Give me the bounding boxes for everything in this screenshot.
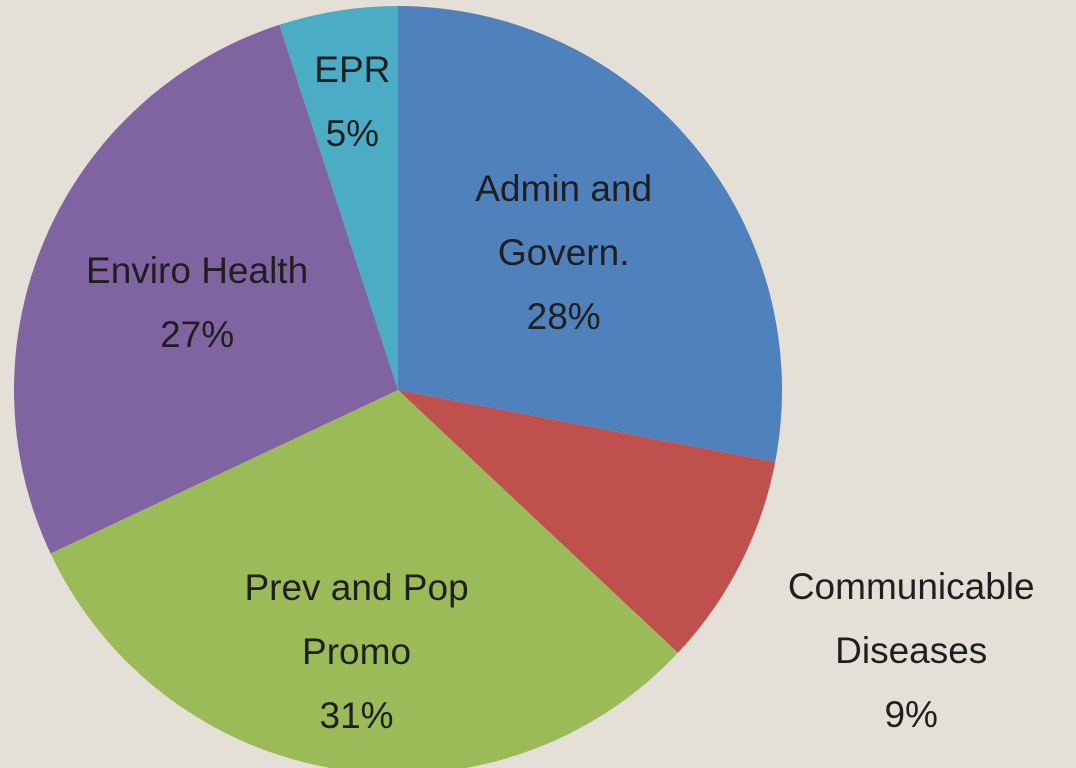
- value-label: 9%: [884, 694, 938, 736]
- slice-label: EPR 5%: [314, 38, 390, 166]
- category-label: EPR: [314, 48, 391, 90]
- pie-slice: [398, 390, 776, 653]
- value-label: 5%: [325, 112, 380, 154]
- value-label: 27%: [160, 314, 235, 356]
- pie-slice: [13, 24, 398, 554]
- category-label: Communicable Diseases: [787, 566, 1035, 672]
- slice-label: Prev and Pop Promo 31%: [244, 556, 468, 748]
- category-label: Enviro Health: [86, 250, 309, 292]
- slice-label: Enviro Health 27%: [86, 239, 308, 367]
- slice-label: Communicable Diseases 9%: [788, 555, 1035, 747]
- pie-slice: [50, 390, 678, 768]
- category-label: Prev and Pop Promo: [244, 566, 469, 672]
- value-label: 28%: [526, 295, 601, 337]
- value-label: 31%: [319, 694, 394, 736]
- slice-label: Admin and Govern. 28%: [475, 157, 652, 349]
- category-label: Admin and Govern.: [475, 167, 653, 273]
- pie-slice: [279, 6, 398, 390]
- pie-slice: [398, 6, 782, 462]
